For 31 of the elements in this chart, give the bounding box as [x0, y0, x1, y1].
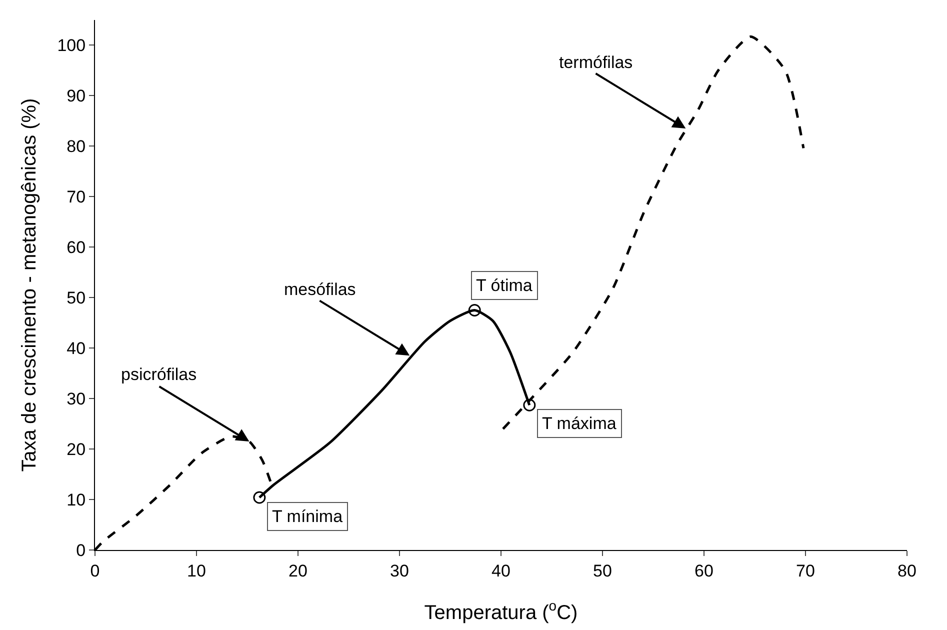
annotation: mesófilas	[284, 280, 356, 299]
x-tick-label: 70	[796, 561, 815, 580]
y-tick-label: 20	[66, 440, 86, 459]
y-tick-label: 0	[76, 540, 86, 560]
x-tick-label: 0	[90, 561, 100, 580]
point	[253, 491, 266, 504]
y-tick-label: 60	[66, 238, 86, 258]
y-tick-label: 50	[66, 288, 86, 308]
x-tick-label: 20	[288, 561, 308, 580]
x-tick-label: 30	[390, 561, 409, 580]
point	[523, 398, 536, 412]
x-tick-label: 50	[593, 561, 612, 580]
point	[468, 304, 481, 316]
y-axis-title: Taxa de crescimento - metanogênicas (%)	[18, 98, 41, 472]
x-tick-label: 80	[898, 561, 916, 580]
annotation: T ótima	[476, 276, 533, 295]
y-tick-label: 90	[66, 86, 86, 106]
x-tick-label: 40	[492, 561, 510, 580]
x-axis-title: Temperatura ($^{o}$C)	[424, 598, 578, 624]
x-tick-label: 60	[694, 561, 714, 580]
annotation: psicrófilas	[121, 365, 197, 384]
y-tick-label: 80	[66, 137, 86, 156]
annotation: T máxima	[542, 414, 617, 433]
x-tick-label: 10	[187, 561, 206, 580]
y-tick-label: 100	[57, 36, 86, 56]
y-tick-label: 30	[66, 390, 86, 409]
y-tick-label: 40	[66, 339, 86, 358]
annotation: termófilas	[559, 53, 633, 72]
y-tick-label: 10	[66, 490, 86, 510]
y-tick-label: 70	[66, 188, 86, 207]
annotation: T mínima	[272, 507, 344, 526]
